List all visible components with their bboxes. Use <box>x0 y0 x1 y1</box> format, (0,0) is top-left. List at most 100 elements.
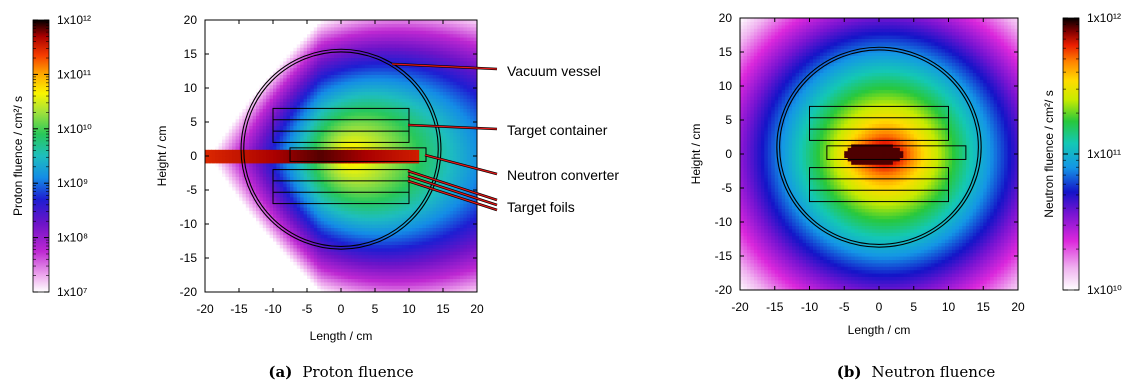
heatmap-cell <box>208 166 213 171</box>
heatmap-cell <box>215 193 220 198</box>
heatmap-cell <box>351 43 356 48</box>
heatmap-cell <box>290 142 294 147</box>
heatmap-cell <box>205 166 209 171</box>
heatmap-cell <box>375 268 379 273</box>
heatmap-cell <box>215 244 220 249</box>
heatmap-cell <box>330 81 335 86</box>
heatmap-cell <box>269 132 274 137</box>
heatmap-cell <box>313 108 318 113</box>
heatmap-cell <box>290 30 294 35</box>
heatmap-cell <box>259 173 264 177</box>
heatmap-cell <box>371 149 376 154</box>
heatmap-cell <box>235 173 240 177</box>
heatmap-cell <box>290 169 294 174</box>
heatmap-cell <box>256 254 260 259</box>
heatmap-cell <box>381 142 386 147</box>
heatmap-cell <box>361 162 366 167</box>
heatmap-cell <box>371 77 376 82</box>
heatmap-cell <box>256 132 260 137</box>
heatmap-cell <box>205 84 209 89</box>
heatmap-cell <box>368 179 373 184</box>
heatmap-cell <box>218 217 223 222</box>
heatmap-cell <box>381 88 386 92</box>
heatmap-cell <box>361 234 366 239</box>
heatmap-cell <box>290 81 294 86</box>
heatmap-cell <box>259 217 264 222</box>
heatmap-cell <box>364 77 369 82</box>
heatmap-cell <box>354 57 359 62</box>
heatmap-cell <box>378 40 383 45</box>
heatmap-cell <box>334 254 339 259</box>
heatmap-cell <box>371 268 376 273</box>
heatmap-cell <box>330 183 335 188</box>
heatmap-cell <box>307 210 311 215</box>
heatmap-cell <box>218 57 223 62</box>
heatmap-cell <box>320 247 325 252</box>
heatmap-cell <box>296 203 301 208</box>
heatmap-cell <box>361 108 366 113</box>
heatmap-cell <box>218 26 223 31</box>
heatmap-cell <box>290 111 294 116</box>
heatmap-cell <box>371 20 376 24</box>
heatmap-cell <box>341 115 345 120</box>
heatmap-cell <box>283 139 288 143</box>
heatmap-cell <box>368 193 373 198</box>
heatmap-cell <box>242 213 247 218</box>
heatmap-cell <box>371 60 376 65</box>
heatmap-cell <box>364 173 369 177</box>
heatmap-cell <box>249 227 254 232</box>
heatmap-cell <box>259 268 264 273</box>
heatmap-cell <box>259 105 264 109</box>
heatmap-cell <box>225 217 230 222</box>
heatmap-cell <box>334 23 339 28</box>
heatmap-cell <box>276 173 281 177</box>
heatmap-cell <box>290 43 294 48</box>
heatmap-cell <box>286 50 291 55</box>
heatmap-cell <box>296 88 301 92</box>
heatmap-cell <box>235 213 240 218</box>
heatmap-cell <box>392 71 396 75</box>
heatmap-cell <box>249 258 254 262</box>
heatmap-cell <box>259 251 264 256</box>
heatmap-cell <box>262 193 267 198</box>
heatmap-cell <box>228 285 233 290</box>
heatmap-cell <box>225 264 230 269</box>
heatmap-cell <box>300 135 305 140</box>
heatmap-cell <box>249 64 254 69</box>
heatmap-cell <box>364 278 369 283</box>
heatmap-cell <box>361 57 366 62</box>
heatmap-cell <box>351 54 356 58</box>
heatmap-cell <box>256 288 260 292</box>
heatmap-cell <box>235 128 240 133</box>
heatmap-cell <box>388 275 393 279</box>
heatmap-cell <box>392 183 396 188</box>
heatmap-cell <box>222 33 226 38</box>
heatmap-cell <box>225 203 230 208</box>
heatmap-cell <box>303 98 308 103</box>
heatmap-cell <box>385 166 390 171</box>
heatmap-cell <box>409 67 413 72</box>
heatmap-cell <box>351 115 356 120</box>
heatmap-cell <box>232 125 237 130</box>
heatmap-cell <box>375 60 379 65</box>
heatmap-cell <box>368 135 373 140</box>
heatmap-cell <box>310 230 315 235</box>
heatmap-cell <box>313 183 318 188</box>
heatmap-cell <box>218 118 223 123</box>
heatmap-cell <box>245 33 250 38</box>
heatmap-cell <box>303 20 308 24</box>
heatmap-cell <box>334 43 339 48</box>
heatmap-cell <box>222 105 226 109</box>
heatmap-cell <box>296 217 301 222</box>
heatmap-cell <box>286 237 291 242</box>
heatmap-cell <box>344 152 349 157</box>
heatmap-cell <box>252 173 257 177</box>
heatmap-cell <box>279 122 284 126</box>
heatmap-cell <box>409 217 413 222</box>
heatmap-cell <box>375 210 379 215</box>
heatmap-cell <box>262 156 267 160</box>
heatmap-cell <box>249 166 254 171</box>
heatmap-cell <box>228 224 233 228</box>
heatmap-cell <box>354 203 359 208</box>
heatmap-cell <box>256 186 260 191</box>
